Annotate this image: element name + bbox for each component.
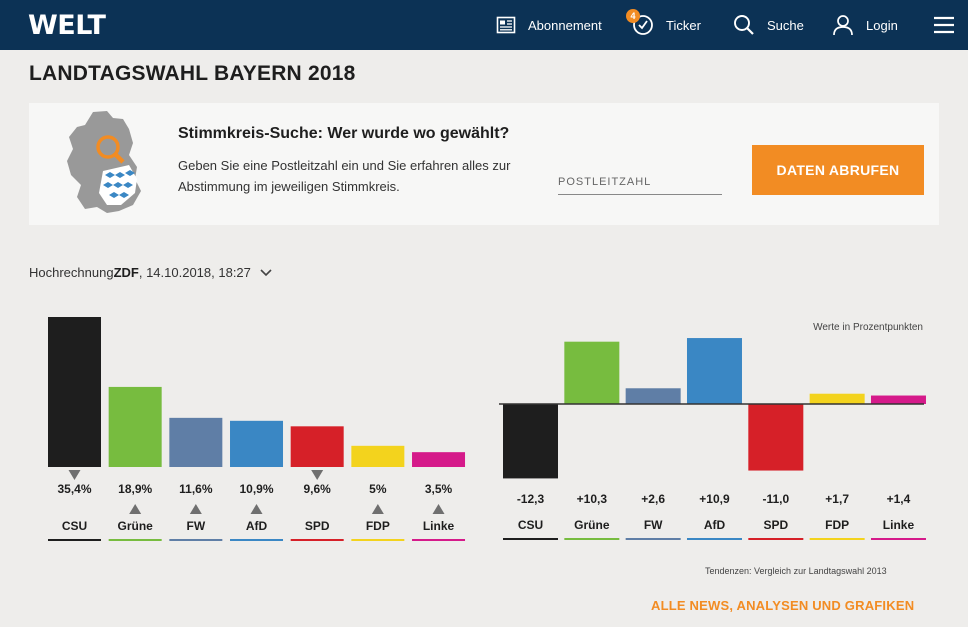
stimmkreis-description: Geben Sie eine Postleitzahl ein und Sie … xyxy=(178,158,511,194)
party-color-underline xyxy=(625,538,681,540)
result-party-label: CSU xyxy=(62,519,87,533)
ticker-badge: 4 xyxy=(626,9,640,23)
trend-party-label: FW xyxy=(644,518,663,532)
trend-up-icon xyxy=(189,504,202,514)
unit-note: Werte in Prozentpunkten xyxy=(813,322,923,333)
nav-ticker[interactable]: 4 Ticker xyxy=(626,0,701,50)
result-value-label: 9,6% xyxy=(304,482,332,496)
trend-party-label: Linke xyxy=(883,518,915,532)
germany-map-icon xyxy=(67,111,141,213)
trend-value-label: +10,3 xyxy=(577,492,608,506)
trend-value-label: +1,7 xyxy=(825,492,849,506)
chevron-down-icon xyxy=(260,268,272,276)
trend-party-label: AfD xyxy=(704,518,726,532)
page-title: LANDTAGSWAHL BAYERN 2018 xyxy=(29,62,356,85)
welt-logo[interactable]: WELT xyxy=(28,10,106,41)
nav-suche-label: Suche xyxy=(767,17,804,33)
trend-up-icon xyxy=(371,504,384,514)
nav-login[interactable]: Login xyxy=(832,0,898,50)
result-value-label: 11,6% xyxy=(179,482,213,496)
party-color-underline xyxy=(351,539,405,541)
result-chart: 35,4% CSU 18,9% Grüne 11,6% FW 10,9% AfD 9,6% SPD… xyxy=(48,317,466,541)
trend-party-label: SPD xyxy=(763,518,788,532)
trend-bar-grüne xyxy=(564,341,620,404)
party-color-underline xyxy=(503,538,558,540)
party-color-underline xyxy=(230,539,284,541)
result-bar-fdp xyxy=(351,445,405,467)
result-value-label: 10,9% xyxy=(239,482,273,496)
trend-up-icon xyxy=(432,504,445,514)
trend-bar-linke xyxy=(870,395,926,404)
postleitzahl-input[interactable] xyxy=(558,169,722,195)
trend-down-icon xyxy=(311,470,324,480)
projection-datetime: , 14.10.2018, 18:27 xyxy=(138,265,251,280)
result-party-label: Grüne xyxy=(117,519,153,533)
trend-footnote: Tendenzen: Vergleich zur Landtagswahl 20… xyxy=(705,566,887,576)
trend-value-label: +10,9 xyxy=(699,492,730,506)
result-bar-grüne xyxy=(108,386,162,467)
nav-abonnement[interactable]: Abonnement xyxy=(496,0,602,50)
result-bar-csu xyxy=(48,317,101,467)
trend-party-label: FDP xyxy=(825,518,849,532)
projection-source: ZDF xyxy=(113,265,139,280)
party-color-underline xyxy=(108,539,162,541)
trend-bar-afd xyxy=(686,338,742,404)
all-news-link[interactable]: ALLE NEWS, ANALYSEN UND GRAFIKEN xyxy=(651,598,915,613)
trend-down-icon xyxy=(68,470,81,480)
party-color-underline xyxy=(564,538,620,540)
daten-abrufen-button[interactable]: DATEN ABRUFEN xyxy=(752,145,924,195)
nav-suche[interactable]: Suche xyxy=(733,0,804,50)
stimmkreis-search-panel: Stimmkreis-Suche: Wer wurde wo gewählt? … xyxy=(29,103,939,225)
hamburger-menu-icon xyxy=(934,16,954,34)
trend-chart: Werte in Prozentpunkten -12,3 CSU +10,3 Grü… xyxy=(499,322,926,540)
result-party-label: SPD xyxy=(305,519,330,533)
trend-bar-csu xyxy=(503,404,558,479)
party-color-underline xyxy=(48,539,101,541)
newspaper-icon xyxy=(496,16,516,34)
party-color-underline xyxy=(686,538,742,540)
party-color-underline xyxy=(290,539,344,541)
clock-icon xyxy=(633,15,653,35)
trend-value-label: -11,0 xyxy=(762,492,789,506)
trend-party-label: Grüne xyxy=(574,518,610,532)
party-color-underline xyxy=(870,538,926,540)
trend-bar-fw xyxy=(625,388,681,404)
trend-up-icon xyxy=(250,504,263,514)
result-bar-afd xyxy=(230,420,284,467)
party-color-underline xyxy=(748,538,804,540)
trend-up-icon xyxy=(129,504,142,514)
result-party-label: FW xyxy=(187,519,206,533)
trend-value-label: +1,4 xyxy=(887,492,911,506)
menu-button[interactable] xyxy=(933,0,955,50)
party-color-underline xyxy=(809,538,865,540)
nav-ticker-label: Ticker xyxy=(666,17,701,33)
result-value-label: 5% xyxy=(369,482,387,496)
trend-value-label: +2,6 xyxy=(641,492,665,506)
party-color-underline xyxy=(412,539,466,541)
party-color-underline xyxy=(169,539,223,541)
trend-bar-spd xyxy=(748,404,804,471)
search-icon xyxy=(734,15,754,35)
result-bar-fw xyxy=(169,417,223,467)
trend-party-label: CSU xyxy=(518,518,543,532)
projection-prefix: Hochrechnung xyxy=(29,265,114,280)
result-value-label: 35,4% xyxy=(57,482,91,496)
result-bar-spd xyxy=(290,426,344,467)
result-value-label: 18,9% xyxy=(118,482,152,496)
trend-value-label: -12,3 xyxy=(517,492,545,506)
result-value-label: 3,5% xyxy=(425,482,453,496)
result-party-label: FDP xyxy=(366,519,390,533)
stimmkreis-heading: Stimmkreis-Suche: Wer wurde wo gewählt? xyxy=(178,125,510,142)
nav-abonnement-label: Abonnement xyxy=(528,17,602,33)
top-navigation-bar: WELT Abonnement 4 Ticker Suche xyxy=(0,0,968,50)
projection-selector[interactable]: Hochrechnung ZDF, 14.10.2018, 18:27 xyxy=(29,265,273,280)
trend-bar-fdp xyxy=(809,393,865,404)
result-party-label: AfD xyxy=(246,519,268,533)
user-icon xyxy=(833,15,853,36)
nav-login-label: Login xyxy=(866,17,898,33)
result-party-label: Linke xyxy=(423,519,455,533)
bavaria-flag-pattern xyxy=(99,165,137,205)
result-bar-linke xyxy=(412,452,466,467)
